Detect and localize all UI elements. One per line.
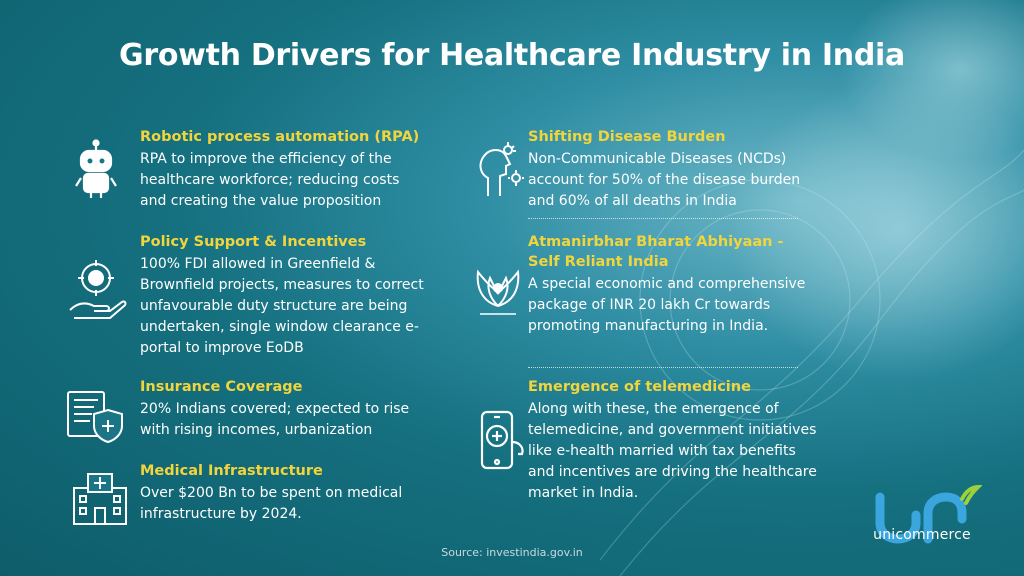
driver-title: Emergence of telemedicine xyxy=(528,379,751,395)
driver-text: Along with these, the emergence of telem… xyxy=(528,401,817,501)
driver-text: Non-Communicable Diseases (NCDs) account… xyxy=(528,151,801,209)
driver-disease: Shifting Disease Burden Non-Communicable… xyxy=(528,127,818,212)
atmanirbhar-emblem-icon xyxy=(476,269,520,315)
policy-hand-icon xyxy=(69,260,127,319)
logo-text: unicommerce xyxy=(873,527,971,543)
unicommerce-logo-icon xyxy=(875,484,982,544)
driver-infrastructure: Medical Infrastructure Over $200 Bn to b… xyxy=(140,461,432,525)
driver-text: 20% Indians covered; expected to rise wi… xyxy=(140,401,410,438)
driver-insurance: Insurance Coverage 20% Indians covered; … xyxy=(140,377,432,441)
driver-telemedicine: Emergence of telemedicine Along with the… xyxy=(528,377,820,504)
divider xyxy=(528,367,798,368)
driver-title: Medical Infrastructure xyxy=(140,463,323,479)
driver-rpa: Robotic process automation (RPA) RPA to … xyxy=(140,127,430,212)
hospital-icon xyxy=(73,473,127,525)
driver-title: Insurance Coverage xyxy=(140,379,303,395)
telemedicine-phone-icon xyxy=(480,410,524,470)
page-title: Growth Drivers for Healthcare Industry i… xyxy=(119,38,905,73)
robot-icon xyxy=(75,139,117,198)
driver-title: Shifting Disease Burden xyxy=(528,129,726,145)
disease-icon xyxy=(479,142,524,196)
divider xyxy=(528,218,798,219)
driver-policy: Policy Support & Incentives 100% FDI all… xyxy=(140,232,432,359)
driver-text: Over $200 Bn to be spent on medical infr… xyxy=(140,485,403,522)
source-note: Source: investindia.gov.in xyxy=(441,546,583,559)
driver-text: A special economic and comprehensive pac… xyxy=(528,276,806,334)
driver-title: Policy Support & Incentives xyxy=(140,234,367,250)
insurance-document-icon xyxy=(67,391,123,444)
driver-title: Robotic process automation (RPA) xyxy=(140,129,420,145)
driver-text: 100% FDI allowed in Greenfield & Brownfi… xyxy=(140,256,424,356)
driver-title: Atmanirbhar Bharat Abhiyaan - Self Relia… xyxy=(528,234,784,270)
driver-atmanirbhar: Atmanirbhar Bharat Abhiyaan - Self Relia… xyxy=(528,232,820,337)
driver-text: RPA to improve the efficiency of the hea… xyxy=(140,151,400,209)
